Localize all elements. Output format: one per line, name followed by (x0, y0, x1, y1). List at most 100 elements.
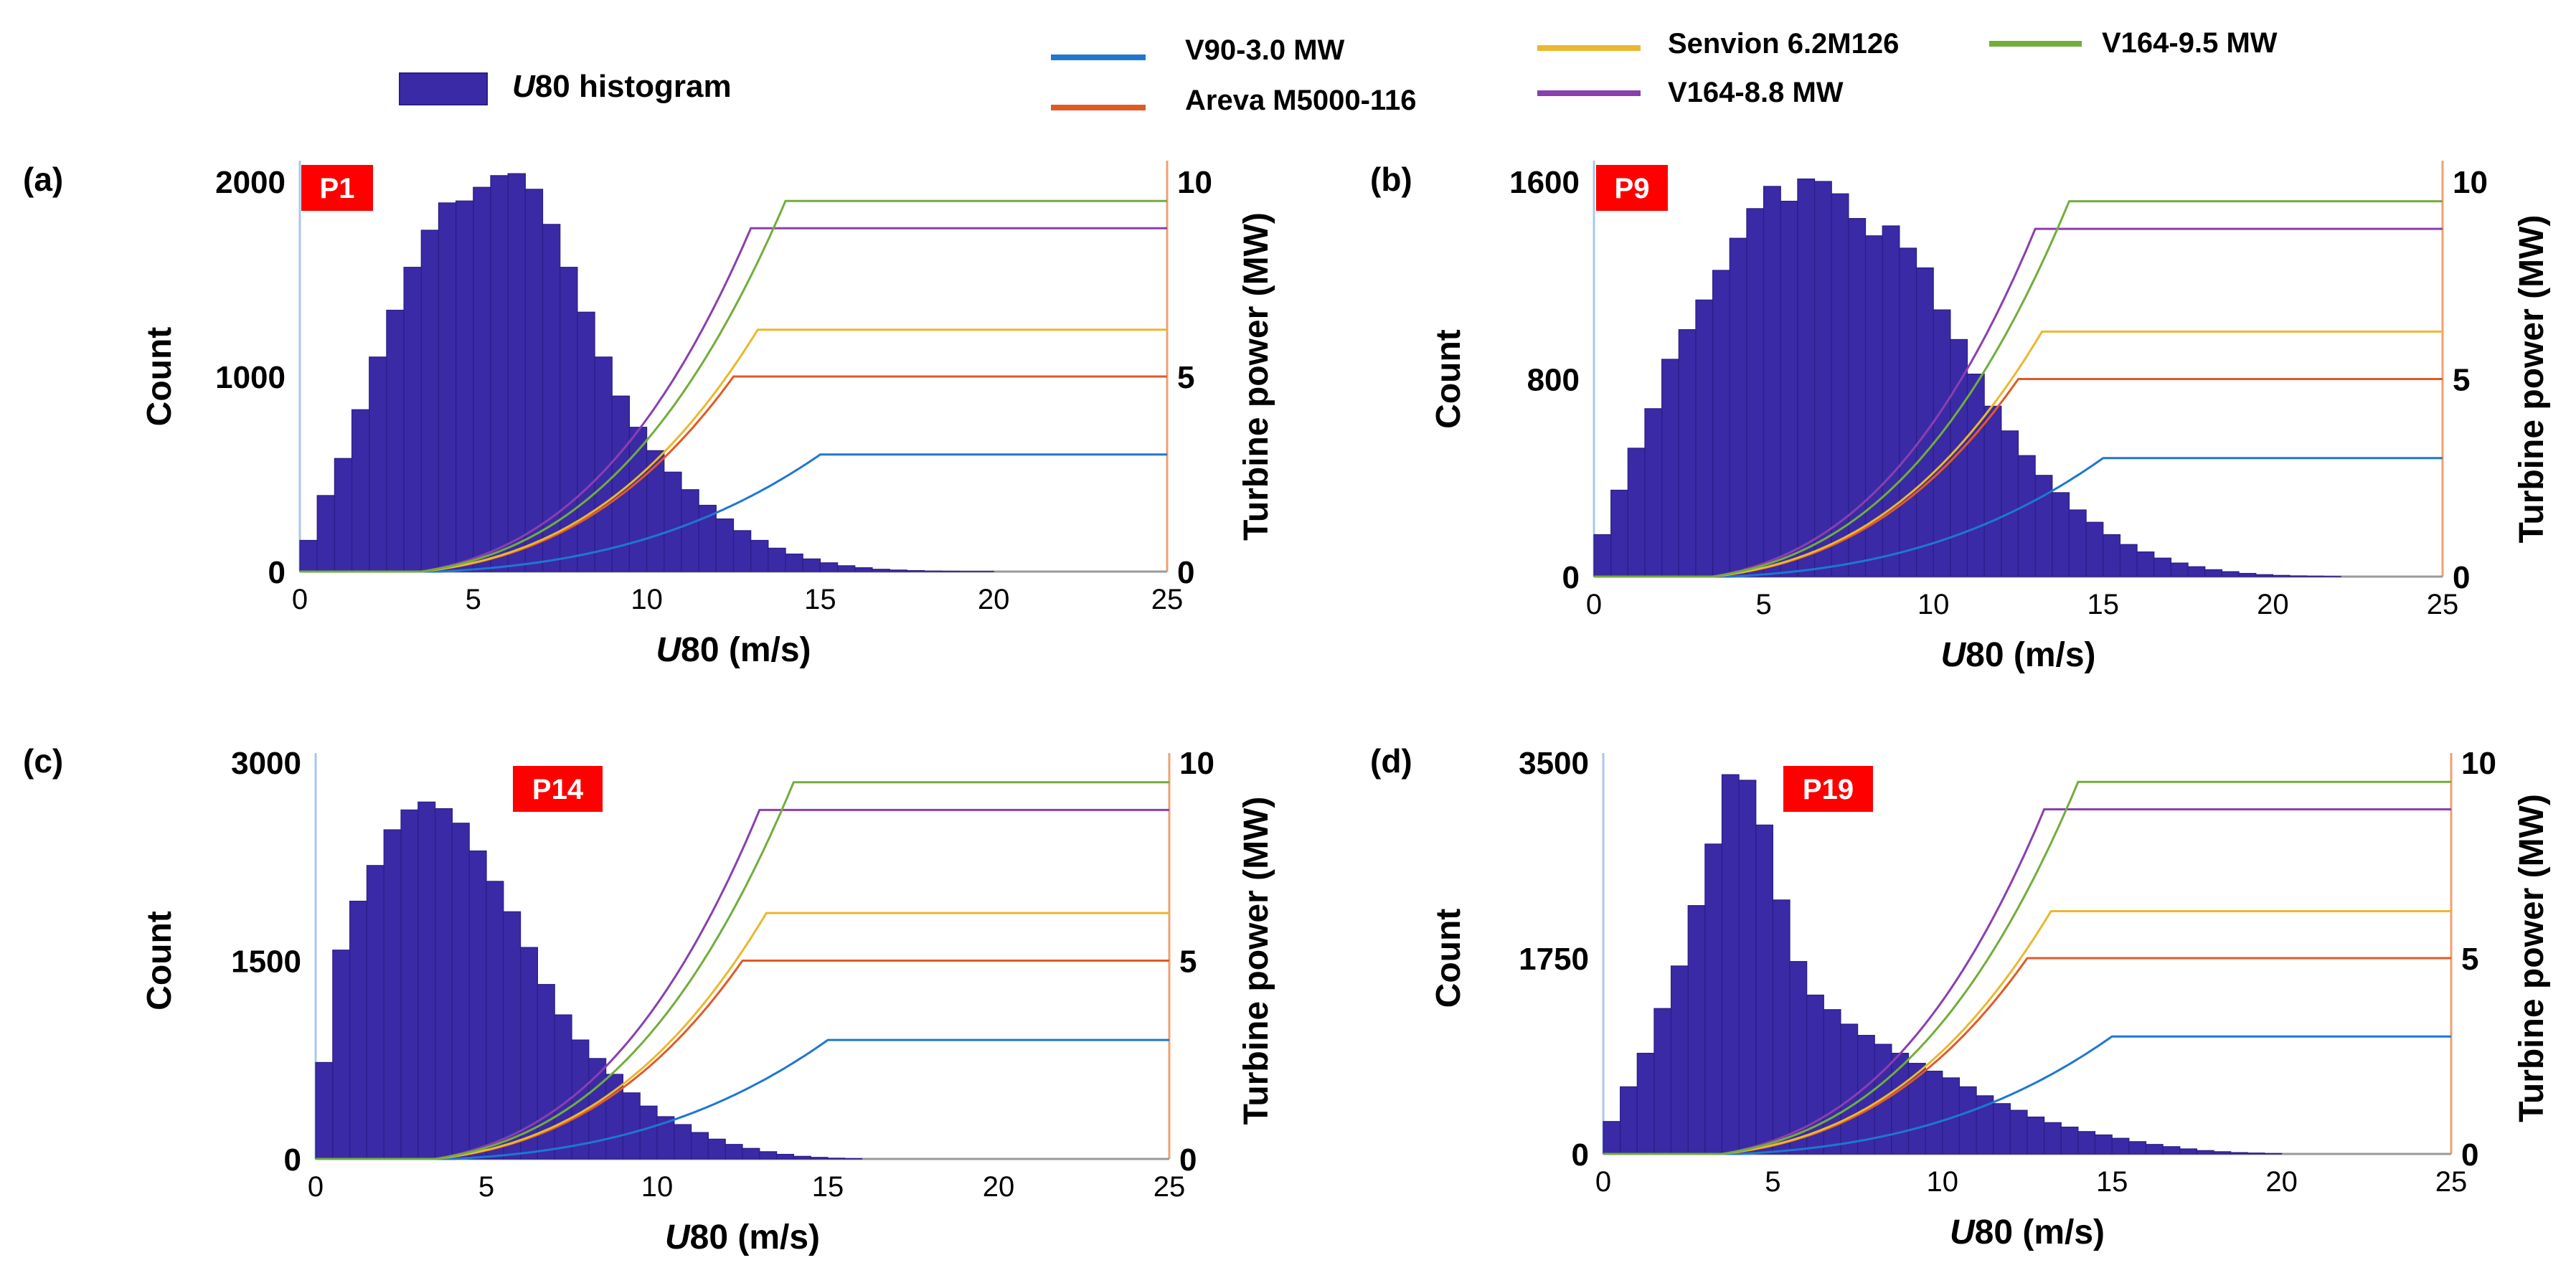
x-tick-label: 20 (978, 584, 1010, 615)
histogram-bar (2272, 574, 2290, 577)
histogram-bar (1772, 899, 1791, 1155)
power-curve-5 (1594, 200, 2443, 578)
histogram-bar (468, 850, 487, 1160)
power-curve-5 (316, 781, 1169, 1160)
legend-label-1: V90-3.0 MW (1185, 34, 1345, 66)
histogram-bar (2213, 1151, 2232, 1155)
histogram-bar (1670, 965, 1689, 1155)
histogram-bar (2145, 1144, 2164, 1155)
histogram-bar (759, 1151, 778, 1160)
histogram-bar (2136, 551, 2155, 577)
x-tick-label: 10 (641, 1171, 674, 1203)
histogram-bar (438, 202, 457, 572)
histogram-bar (332, 950, 351, 1160)
histogram-bar (698, 504, 717, 572)
histogram-bar (1746, 208, 1765, 577)
histogram-bar (725, 1144, 743, 1160)
histogram-bar (2128, 1141, 2147, 1155)
histogram-bar (349, 900, 368, 1160)
histogram-bar (554, 1014, 572, 1160)
histogram-bar (316, 495, 335, 572)
x-tick-label: 25 (2435, 1166, 2468, 1198)
histogram-bar (366, 865, 384, 1160)
histogram-bar (2153, 557, 2172, 577)
panel-label: (b) (1370, 161, 1412, 198)
histogram-bar (1763, 186, 1781, 577)
histogram-bar (473, 186, 491, 572)
x-tick-label: 15 (812, 1171, 844, 1203)
histogram-bar (775, 1153, 794, 1160)
x-tick-label: 15 (804, 584, 836, 615)
x-tick-label: 5 (1755, 589, 1771, 620)
histogram-bar (906, 570, 925, 572)
histogram-bar (486, 881, 504, 1160)
histogram-bar (1721, 774, 1740, 1155)
y2-tick-label: 5 (1179, 945, 1197, 980)
y2-tick-label: 10 (2453, 165, 2488, 200)
histogram-bar (2111, 1137, 2130, 1155)
histogram-bar (872, 569, 890, 572)
histogram-bar (690, 1132, 709, 1160)
histogram-bar (1704, 843, 1723, 1155)
histogram-bar (2289, 575, 2308, 577)
histogram-bar (1603, 1121, 1621, 1155)
x-tick-label: 5 (1765, 1166, 1780, 1198)
histogram-bar (1958, 1086, 1977, 1155)
histogram-bar (2255, 574, 2273, 577)
histogram-bar (1882, 225, 1900, 577)
panel-label: (d) (1370, 742, 1412, 780)
histogram-bar (2052, 492, 2070, 577)
x-tick-label: 10 (631, 584, 663, 615)
histogram-bar (2170, 562, 2189, 577)
histogram-bar (2187, 566, 2206, 577)
histogram-bar (2044, 1122, 2062, 1155)
histogram-bar (1678, 329, 1697, 577)
x-tick-label: 0 (308, 1171, 324, 1203)
site-badge-label: P9 (1615, 173, 1650, 204)
histogram-bar (802, 558, 821, 572)
x-axis-title: U80 (m/s) (665, 1218, 820, 1256)
histogram-bar (351, 409, 370, 572)
y2-tick-label: 0 (1179, 1142, 1197, 1178)
y-tick-label: 1000 (215, 360, 286, 395)
histogram-bar (2162, 1146, 2181, 1155)
histogram-bar (434, 808, 453, 1160)
histogram-bar (451, 823, 470, 1160)
histogram-bar (889, 569, 907, 572)
y2-axis-title: Turbine power (MW) (2513, 215, 2551, 544)
x-axis-title: U80 (m/s) (656, 631, 811, 669)
histogram-bar (1976, 1095, 1994, 1155)
y-tick-label: 800 (1527, 363, 1580, 398)
histogram-bar (1695, 299, 1714, 577)
y2-tick-label: 0 (2453, 560, 2470, 595)
histogram-bar (750, 539, 769, 572)
histogram-bar (417, 801, 436, 1160)
histogram-bar (844, 1158, 863, 1160)
histogram-bar (2238, 572, 2257, 577)
histogram-bar (836, 565, 856, 572)
histogram-bar (1712, 270, 1730, 577)
y2-tick-label: 10 (1177, 165, 1212, 200)
histogram-bar (1687, 905, 1706, 1155)
histogram-bar (2077, 1131, 2096, 1155)
power-curve-5 (1603, 780, 2451, 1155)
histogram-bar (1620, 1086, 1638, 1155)
y-tick-label: 1600 (1509, 165, 1580, 200)
y-tick-label: 0 (268, 555, 286, 590)
histogram-bar (732, 530, 752, 572)
histogram-bar (1925, 1070, 1943, 1155)
histogram-bar (923, 570, 943, 572)
y-axis-title: Count (141, 327, 179, 427)
y-tick-label: 1500 (231, 945, 301, 980)
histogram-bar (854, 567, 873, 572)
y2-tick-label: 0 (1177, 555, 1194, 590)
histogram-bar (1823, 1009, 1841, 1155)
x-tick-label: 5 (466, 584, 481, 615)
x-axis-title: U80 (m/s) (1950, 1213, 2105, 1251)
histogram-bar (2085, 521, 2104, 577)
histogram-bar (403, 267, 422, 572)
x-tick-label: 25 (2427, 589, 2459, 620)
x-tick-label: 0 (1595, 1166, 1611, 1198)
